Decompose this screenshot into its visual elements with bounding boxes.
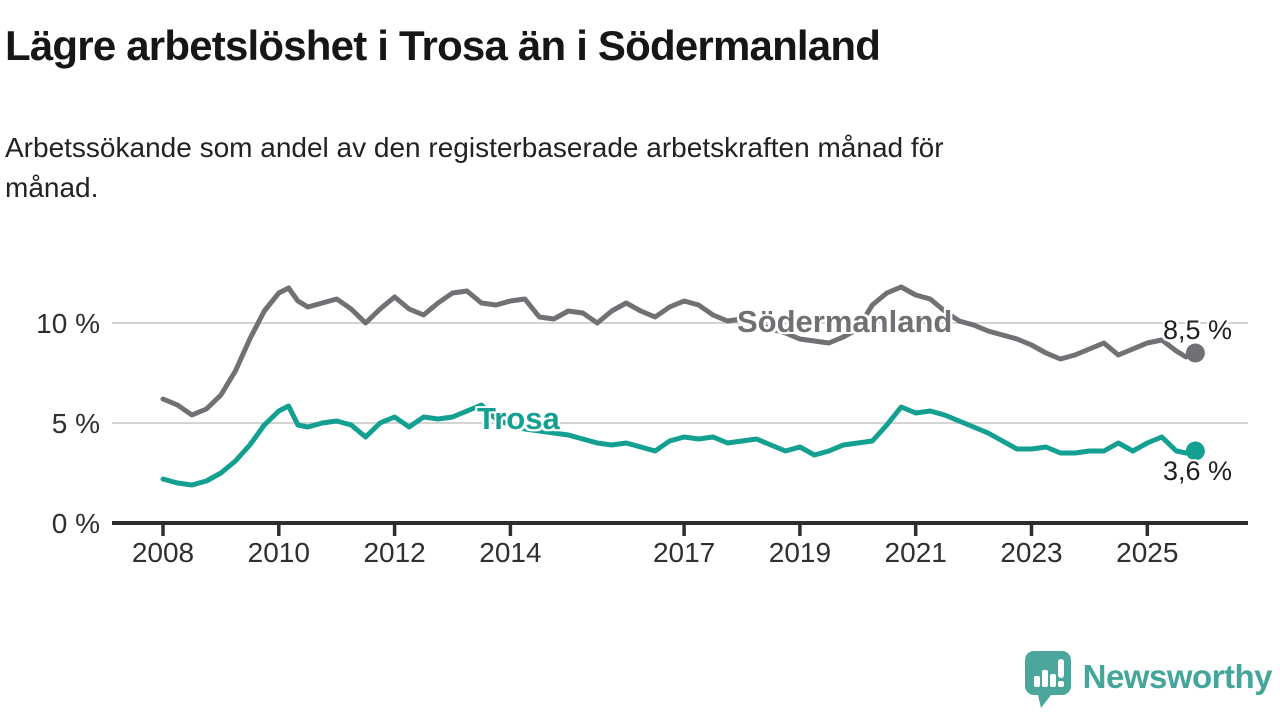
series-end-dot (1185, 441, 1205, 461)
x-axis-tick-label: 2012 (363, 537, 425, 568)
y-axis-tick-label: 10 % (36, 308, 100, 339)
x-axis-tick-label: 2023 (1000, 537, 1062, 568)
x-axis-tick-label: 2008 (132, 537, 194, 568)
y-axis-tick-label: 0 % (52, 508, 100, 539)
series-line (160, 402, 1198, 488)
x-axis-tick-label: 2021 (885, 537, 947, 568)
end-value-sodermanland: 8,5 % (1163, 315, 1233, 345)
x-axis-tick-label: 2025 (1116, 537, 1178, 568)
page-title: Lägre arbetslöshet i Trosa än i Söderman… (5, 22, 881, 69)
series-label-sodermanland: Södermanland (737, 304, 953, 339)
series-line (160, 284, 1198, 418)
newsworthy-logo-icon (1024, 651, 1071, 708)
newsworthy-logo-text: Newsworthy (1082, 657, 1273, 695)
series-label-trosa: Trosa (477, 401, 560, 436)
x-axis-tick-label: 2010 (248, 537, 310, 568)
x-axis-tick-label: 2017 (653, 537, 715, 568)
y-axis-tick-label: 5 % (52, 408, 100, 439)
chart-subtitle: Arbetssökande som andel av den registerb… (5, 132, 944, 203)
series-end-dot (1185, 343, 1205, 363)
newsworthy-logo: Newsworthy (1024, 650, 1273, 708)
end-value-trosa: 3,6 % (1163, 456, 1233, 486)
x-axis-tick-label: 2019 (769, 537, 831, 568)
x-axis-tick-label: 2014 (479, 537, 541, 568)
